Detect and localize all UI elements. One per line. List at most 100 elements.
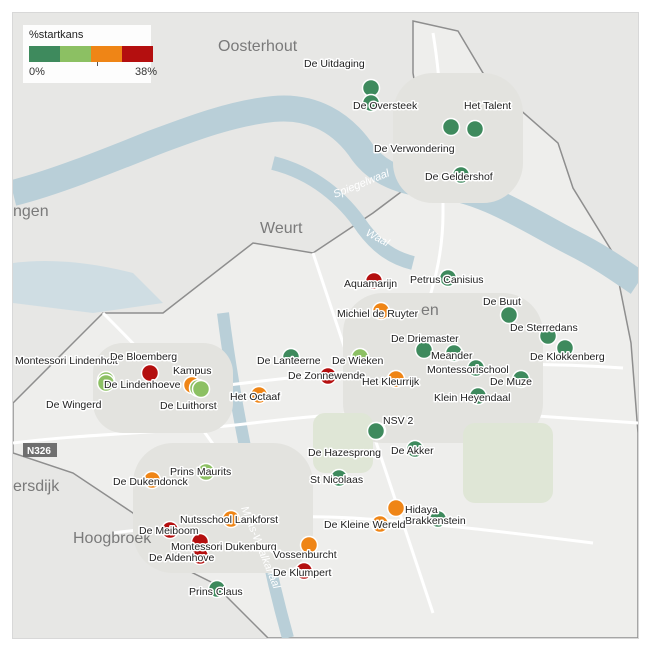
school-marker[interactable] <box>466 358 486 378</box>
school-label: De Buut <box>483 296 521 308</box>
school-label: De Kleine Wereld <box>324 519 406 531</box>
school-marker[interactable] <box>366 421 386 441</box>
school-label: Montessori Lindenholt <box>15 355 118 367</box>
school-marker[interactable] <box>196 462 216 482</box>
school-marker[interactable] <box>386 369 406 389</box>
legend-swatch-2 <box>60 46 91 62</box>
place-nijmegen: en <box>421 302 439 319</box>
school-label: Prins Claus <box>189 586 243 598</box>
school-label: De Bloemberg <box>110 351 177 363</box>
legend[interactable]: %startkans 0% 38% <box>23 25 157 83</box>
school-marker[interactable] <box>441 117 461 137</box>
school-markers <box>96 78 575 599</box>
school-label: Klein Heyendaal <box>434 392 510 404</box>
school-marker[interactable] <box>538 326 558 346</box>
school-marker[interactable] <box>318 366 338 386</box>
school-marker[interactable] <box>499 305 519 325</box>
school-label: De Dukendonck <box>113 476 188 488</box>
place-ersdijk: ersdijk <box>13 478 60 495</box>
river-waal <box>13 95 638 294</box>
school-marker[interactable] <box>438 268 458 288</box>
school-marker[interactable] <box>221 509 241 529</box>
school-label: De Muze <box>490 376 532 388</box>
school-label: Meander <box>431 350 473 362</box>
school-label: De Akker <box>391 445 434 457</box>
school-marker[interactable] <box>281 347 301 367</box>
road-shield-n326-label: N326 <box>27 446 51 457</box>
school-label: De Hazesprong <box>308 447 381 459</box>
water-northwest <box>13 261 163 313</box>
school-marker[interactable] <box>386 498 406 518</box>
school-marker[interactable] <box>294 561 314 581</box>
school-label: Het Kleurrijk <box>362 376 420 388</box>
school-marker[interactable] <box>414 340 434 360</box>
place-oosterhout: Oosterhout <box>218 38 298 55</box>
school-marker[interactable] <box>329 468 349 488</box>
legend-swatch-3 <box>91 46 122 62</box>
school-label: De Klumpert <box>273 567 331 579</box>
school-label: Vossenburcht <box>273 549 337 561</box>
school-label: De Oversteek <box>353 100 418 112</box>
school-label: Montessori Dukenburg <box>171 541 277 553</box>
school-marker[interactable] <box>142 470 162 490</box>
school-marker[interactable] <box>350 347 370 367</box>
school-marker[interactable] <box>361 93 381 113</box>
school-marker[interactable] <box>191 379 211 399</box>
school-marker[interactable] <box>96 373 116 393</box>
school-marker[interactable] <box>371 301 391 321</box>
river-spiegelwaal <box>271 156 415 270</box>
school-label: De Zonnewende <box>288 370 365 382</box>
school-label: Prins Maurits <box>170 466 231 478</box>
school-marker[interactable] <box>451 165 471 185</box>
school-marker[interactable] <box>370 514 390 534</box>
school-marker[interactable] <box>465 119 485 139</box>
school-label: Nutsschool Lankforst <box>180 514 278 526</box>
school-marker[interactable] <box>468 386 488 406</box>
school-label: De Geldershof <box>425 171 493 183</box>
school-marker[interactable] <box>190 546 210 566</box>
school-label: De Klokkenberg <box>530 351 605 363</box>
legend-title: %startkans <box>29 29 84 41</box>
school-label: De Sterredans <box>510 322 578 334</box>
legend-tick <box>97 62 98 66</box>
legend-swatch-4 <box>122 46 153 62</box>
school-marker[interactable] <box>207 579 227 599</box>
legend-swatch-1 <box>29 46 60 62</box>
school-label: Brakkenstein <box>405 515 466 527</box>
school-marker[interactable] <box>405 439 425 459</box>
place-weurt: Weurt <box>260 220 303 237</box>
school-label: St Nicolaas <box>310 474 363 486</box>
school-label: Het Talent <box>464 100 511 112</box>
legend-min-label: 0% <box>29 66 45 78</box>
legend-max-label: 38% <box>134 66 157 78</box>
school-marker[interactable] <box>299 535 319 555</box>
school-label: De Lindenhoeve <box>104 379 181 391</box>
school-label: Montessorischool <box>427 364 509 376</box>
school-marker[interactable] <box>444 343 464 363</box>
school-label: Aquamarijn <box>344 278 397 290</box>
school-label: NSV 2 <box>383 415 414 427</box>
school-marker[interactable] <box>140 363 160 383</box>
school-label: Petrus Canisius <box>410 274 484 286</box>
school-labels: De Uitdaging De Oversteek Het Talent De Ver… <box>14 57 607 600</box>
school-label: De Verwondering <box>374 143 455 155</box>
parks <box>313 413 553 503</box>
urban-fabric <box>93 73 543 573</box>
school-marker[interactable] <box>364 271 384 291</box>
school-marker[interactable] <box>555 338 575 358</box>
legend-colorbar <box>29 46 153 62</box>
school-marker[interactable] <box>428 509 448 529</box>
school-label: De Driemaster <box>391 333 459 345</box>
school-marker[interactable] <box>160 520 180 540</box>
place-lingen: ngen <box>13 203 49 220</box>
school-label: De Luithorst <box>160 400 217 412</box>
place-hoogbroek: Hoogbroek <box>73 530 152 547</box>
basemap[interactable]: Oosterhout Weurt ngen Hoogbroek ersdijk … <box>13 13 638 638</box>
school-label: De Uitdaging <box>304 58 365 70</box>
school-marker[interactable] <box>511 369 531 389</box>
school-label: De Wingerd <box>46 399 102 411</box>
school-marker[interactable] <box>249 385 269 405</box>
school-label: De Wieken <box>332 355 384 367</box>
map-frame[interactable]: Oosterhout Weurt ngen Hoogbroek ersdijk … <box>12 12 639 639</box>
school-label: Het Octaaf <box>230 391 280 403</box>
